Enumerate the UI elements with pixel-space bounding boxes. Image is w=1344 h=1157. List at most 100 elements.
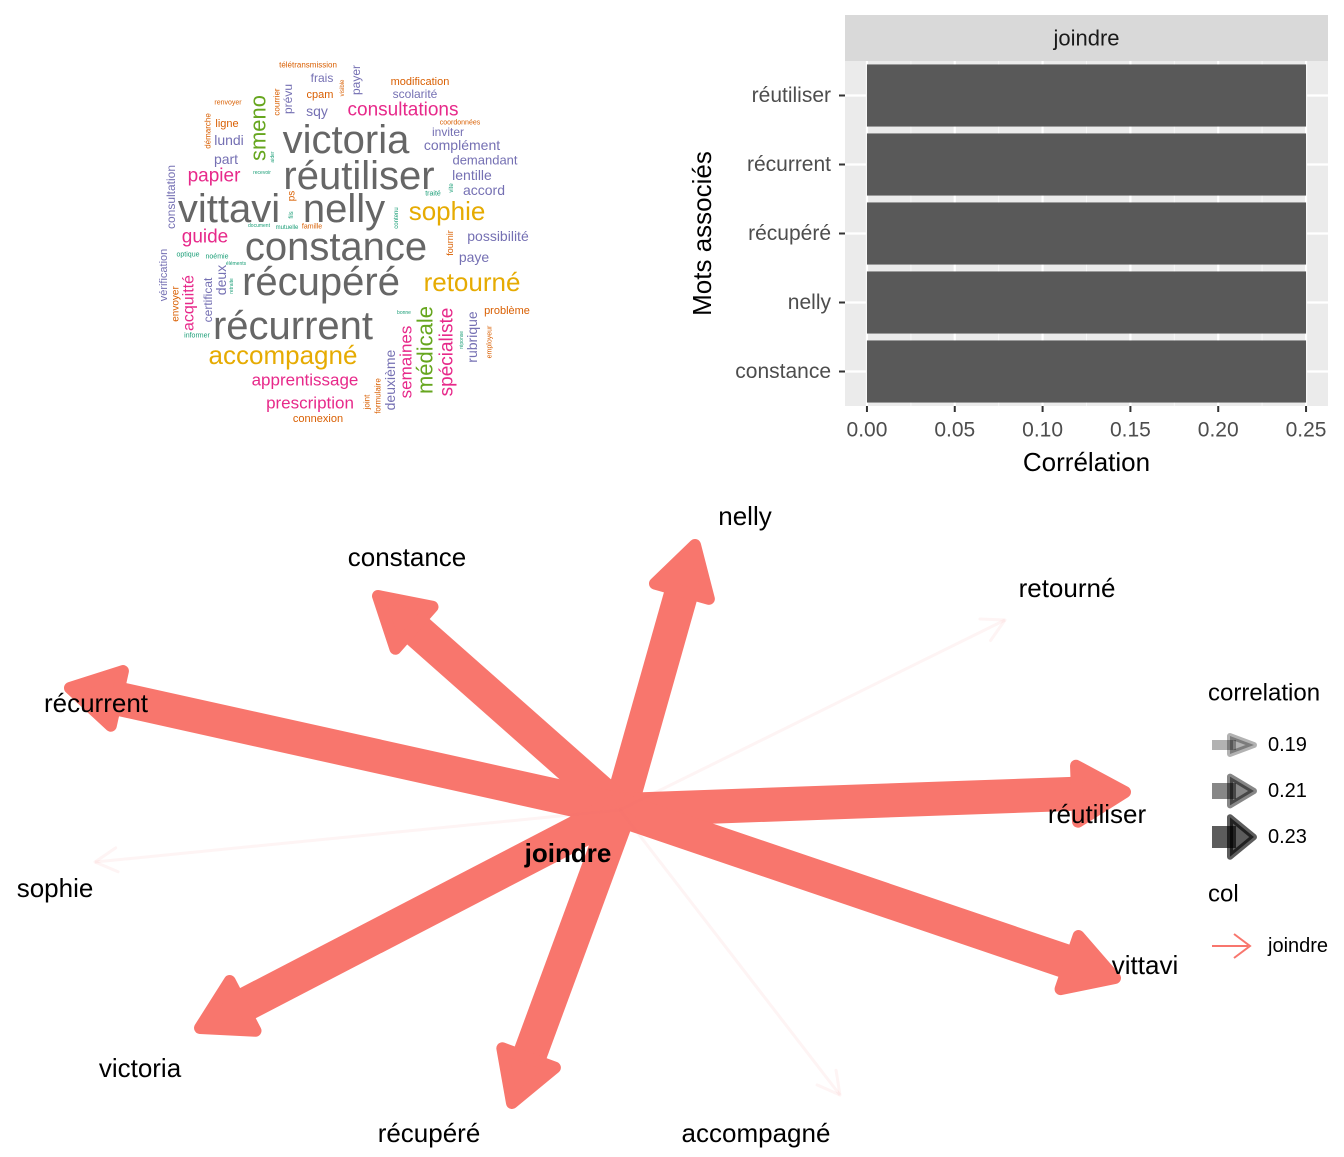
bar [866,202,1307,265]
wordcloud-word: deuxième [382,349,398,410]
wordcloud-word: acquitté [181,275,198,331]
wordcloud-word: traité [425,191,441,198]
wordcloud-word: prescription [266,394,354,413]
x-tick-label: 0.05 [934,419,975,442]
wordcloud-word: apprentissage [252,371,359,390]
wordcloud-word: papier [188,166,241,187]
facet-strip [845,15,1328,61]
wordcloud-word: ligne [215,118,238,130]
wordcloud-word: noémie [206,254,229,261]
wordcloud-word: démarche [204,113,213,149]
wordcloud-word: employeur [487,325,494,358]
wordcloud-word: paye [459,249,490,265]
wordcloud-word: courrier [273,88,282,115]
wordcloud-word: famille [302,224,322,231]
edge-arrowhead [194,975,262,1037]
legend-key-arrowhead [1227,733,1257,757]
y-tick-label: nelly [788,291,832,314]
node-label: sophie [17,873,94,903]
x-tick-label: 0.25 [1286,419,1327,442]
wordcloud-word: retourné [424,267,521,297]
y-tick-label: réutiliser [752,84,831,107]
wordcloud-word: inviter [432,125,464,139]
x-tick-label: 0.00 [847,419,888,442]
bar-chart-panel: joindre réutiliser récurrent récupéré nelly c… [687,15,1328,477]
wordcloud-word: bonne [397,310,411,316]
wordcloud-word: mutuelle [276,225,299,231]
edge-line [619,618,1006,812]
legend-label: 0.19 [1268,734,1307,756]
y-axis-title: Mots associés [687,151,717,316]
wordcloud-word: sqy [306,103,328,119]
wordcloud-word: semaines [397,326,416,399]
wordcloud-word: recevoir [253,170,271,176]
wordcloud-word: coordonnées [440,120,481,127]
wordcloud-word: accompagné [209,340,358,370]
wordcloud-word: sophie [409,196,486,226]
wordcloud-word: télétransmission [279,61,337,70]
y-tick-label: constance [735,360,831,383]
x-tick-label: 0.20 [1198,419,1239,442]
edge-arrowhead [64,665,129,732]
wordcloud-word: lentille [452,167,492,183]
y-tick-label: récupéré [748,222,831,245]
node-label: retourné [1019,573,1116,603]
wordcloud-word: contenu [394,207,400,228]
wordcloud-word: frais [311,71,334,85]
wordcloud-word: formulaire [374,378,383,414]
node-label: récurrent [44,688,149,718]
wordcloud-word: certificat [201,277,215,322]
wordcloud-word: nelly [303,187,385,231]
edge-line [619,776,1084,827]
wordcloud-word: complément [424,137,500,153]
edge-line [614,793,1081,981]
wordcloud-word: victoria [283,118,410,162]
legend-key-arrowhead [1227,814,1257,860]
facet-strip-label: joindre [1052,26,1119,51]
bar [866,340,1307,403]
edge-line [618,809,842,1096]
wordcloud-word: aider [270,151,276,162]
edge-line [107,680,624,827]
wordcloud-word: fils [289,211,295,218]
edge-arrowhead [815,1068,842,1097]
edge-arrowhead [978,617,1007,642]
wordcloud-word: réutiliser [283,154,434,198]
wordcloud-word: retraite [229,278,235,294]
node-label: constance [348,542,467,572]
edge-line [510,804,636,1070]
edge-line [229,794,628,1024]
edge-arrowhead [1070,759,1131,828]
edge-arrowhead [93,846,120,874]
wordcloud-word: récurrent [213,304,373,348]
center-node-label: joindre [524,838,612,868]
wordcloud-word: demandant [452,153,517,168]
edge-line [398,611,632,823]
wordcloud-word: vérification [158,249,170,302]
bar [866,133,1307,196]
edge-arrowhead [496,1042,561,1109]
wordcloud-word: prévu [281,84,295,114]
y-tick-label: récurrent [747,153,831,176]
wordcloud-word: scolarité [393,87,438,101]
edge-arrowhead [1054,930,1121,996]
x-axis-title: Corrélation [1023,447,1150,477]
wordcloud-word: envoyer [171,286,182,322]
edge-arrowhead [648,539,715,605]
wordcloud-word: vite [449,183,455,193]
bar [866,271,1307,334]
edge-arrowhead [372,590,439,655]
wordcloud-word: lundi [214,132,244,148]
network-panel: nelly constance récurrent réutiliser vittavi… [17,501,1328,1148]
wordcloud-word: possibilité [467,228,529,244]
wordcloud-word: spécialiste [437,308,458,397]
wordcloud-word: informer [184,333,210,340]
wordcloud-word: joint [363,394,372,410]
node-label: récupéré [378,1118,481,1148]
legend-title-col: col [1208,881,1239,908]
wordcloud-word: ps [287,191,298,202]
legend-label: 0.23 [1268,826,1307,848]
wordcloud-word: deux [213,265,229,295]
